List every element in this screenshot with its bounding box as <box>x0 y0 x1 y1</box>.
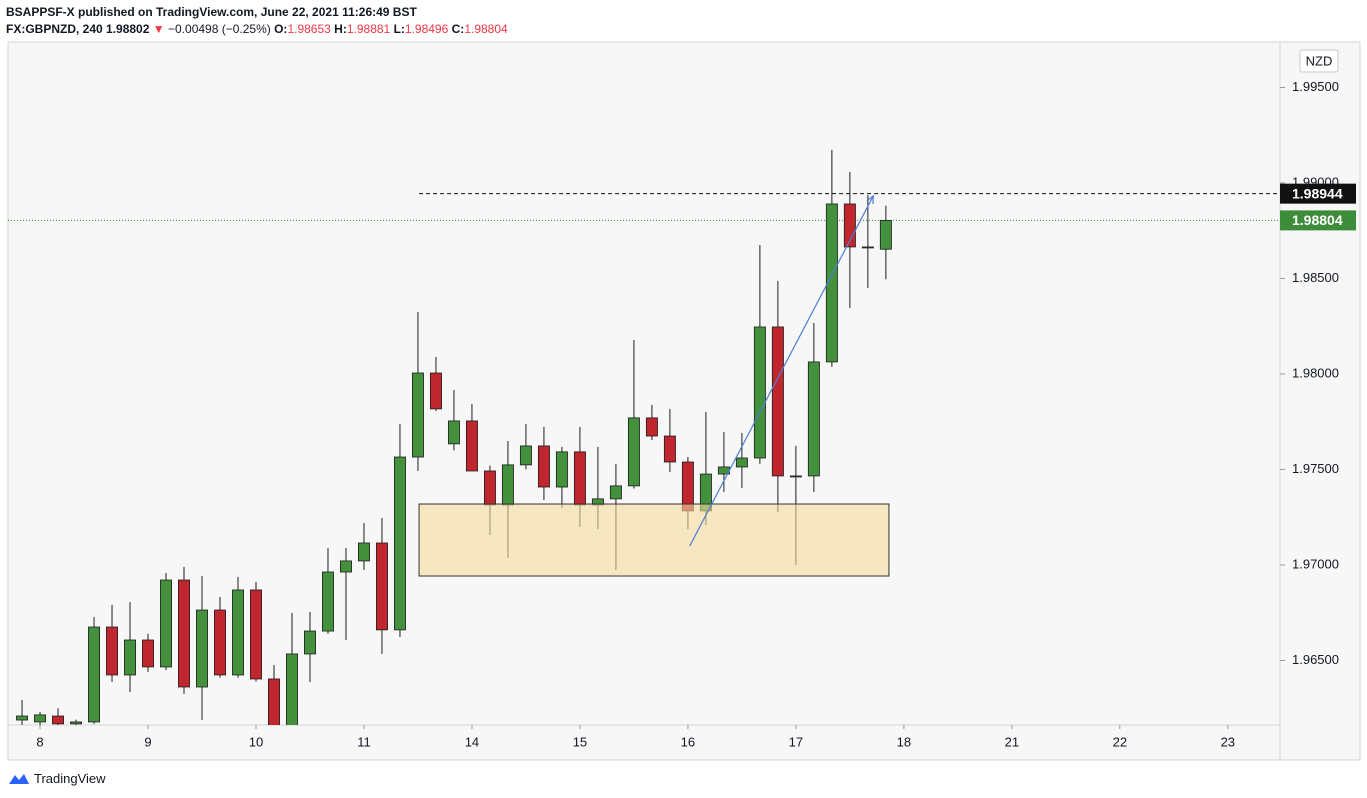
ohlc-label: L: <box>393 22 405 36</box>
y-tick-label: 1.99500 <box>1292 79 1339 94</box>
candle-body <box>88 626 101 723</box>
x-tick-label: 15 <box>573 734 587 749</box>
candle-body <box>501 464 514 506</box>
candle-body <box>537 445 550 488</box>
quote-line: FX:GBPNZD, 240 1.98802 ▼ −0.00498 (−0.25… <box>6 21 508 38</box>
ohlc-value: 1.98653 <box>287 22 331 36</box>
candle-body <box>142 639 154 668</box>
trend-line <box>689 195 874 547</box>
x-tick-label: 8 <box>36 734 43 749</box>
y-tick-label: 1.96500 <box>1292 652 1339 667</box>
candle-body <box>214 609 226 676</box>
zone <box>418 503 890 577</box>
trend-arrow-head <box>866 194 874 204</box>
x-tick-label: 22 <box>1113 734 1127 749</box>
y-tick-label: 1.97000 <box>1292 556 1339 571</box>
x-tick-label: 17 <box>789 734 803 749</box>
footer: TradingView <box>8 771 106 786</box>
candle-body <box>735 457 748 468</box>
x-tick-label: 14 <box>465 734 479 749</box>
price-label-box <box>1280 210 1356 231</box>
ohlc-label: H: <box>334 22 347 36</box>
candle-body <box>519 445 532 466</box>
candle-body <box>465 420 478 472</box>
logo <box>9 773 29 784</box>
candle-body <box>196 609 208 688</box>
y-tick-label: 1.97500 <box>1292 461 1339 476</box>
x-tick-label: 16 <box>681 734 695 749</box>
candle-body <box>375 542 388 631</box>
axes: 1.965001.970001.975001.980001.985001.990… <box>36 49 1356 749</box>
candle-body <box>339 560 352 573</box>
candle-body <box>411 372 424 458</box>
x-tick-label: 9 <box>144 734 151 749</box>
direction: ▼ <box>152 22 165 36</box>
candle-body <box>429 372 442 410</box>
candle-body <box>807 361 820 477</box>
ohlc-label: O: <box>274 22 288 36</box>
candle-body <box>106 626 118 676</box>
candle-body <box>286 653 298 725</box>
x-tick-label: 10 <box>249 734 263 749</box>
y-axis-area <box>1279 41 1361 761</box>
candle-body <box>753 326 766 459</box>
ohlc: O:1.98653 H:1.98881 L:1.98496 C:1.98804 <box>274 22 508 36</box>
candle-body <box>250 589 262 680</box>
ohlc-label: C: <box>451 22 465 36</box>
candle-body <box>645 417 658 437</box>
y-tick-label: 1.98500 <box>1292 270 1339 285</box>
x-axis-area <box>7 724 1281 761</box>
ohlc-value: 1.98496 <box>404 22 449 36</box>
x-tick-label: 18 <box>897 734 911 749</box>
candle-body <box>232 589 244 676</box>
ohlc-value: 1.98804 <box>464 22 508 36</box>
candle-body <box>879 219 892 250</box>
price: 1.98802 <box>106 22 150 36</box>
candle-body <box>34 714 47 723</box>
candle-body <box>304 630 316 655</box>
currency: NZD <box>1306 53 1333 68</box>
candle-body <box>70 721 83 725</box>
plot <box>8 149 1280 725</box>
price-label: 1.98804 <box>1292 212 1343 228</box>
x-tick-label: 21 <box>1005 734 1019 749</box>
candle-body <box>789 475 802 478</box>
candle-body <box>771 326 784 477</box>
currency-box <box>1299 49 1339 73</box>
brand: TradingView <box>34 771 106 786</box>
publisher-line: BSAPPSF-X published on TradingView.com, … <box>6 4 508 21</box>
candle-body <box>825 203 838 363</box>
candle-body <box>573 451 586 506</box>
candle-body <box>663 435 676 463</box>
price-label-box <box>1280 183 1356 204</box>
change: −0.00498 (−0.25%) <box>168 22 271 36</box>
x-tick-label: 11 <box>357 734 371 749</box>
candle-body <box>627 417 640 487</box>
candle-body <box>609 485 622 500</box>
candle-body <box>268 678 280 725</box>
y-tick-label: 1.98000 <box>1292 365 1339 380</box>
candle-body <box>861 246 874 249</box>
candle-body <box>160 579 172 668</box>
candle-body <box>357 542 370 562</box>
symbol: FX:GBPNZD, 240 <box>6 22 103 36</box>
ohlc-value: 1.98881 <box>346 22 391 36</box>
candle-body <box>178 579 190 688</box>
publisher: BSAPPSF-X published on TradingView.com, … <box>6 5 417 19</box>
candle-body <box>555 451 568 488</box>
x-tick-label: 23 <box>1221 734 1235 749</box>
candle-body <box>16 715 29 721</box>
candle-body <box>322 571 334 632</box>
candle-body <box>124 639 136 676</box>
candle-body <box>447 420 460 445</box>
candle-body <box>52 715 65 725</box>
candle-body <box>843 203 856 248</box>
candle-body <box>483 470 496 506</box>
candle-body <box>393 456 406 631</box>
price-label: 1.98944 <box>1292 185 1343 201</box>
header: BSAPPSF-X published on TradingView.com, … <box>6 4 508 38</box>
